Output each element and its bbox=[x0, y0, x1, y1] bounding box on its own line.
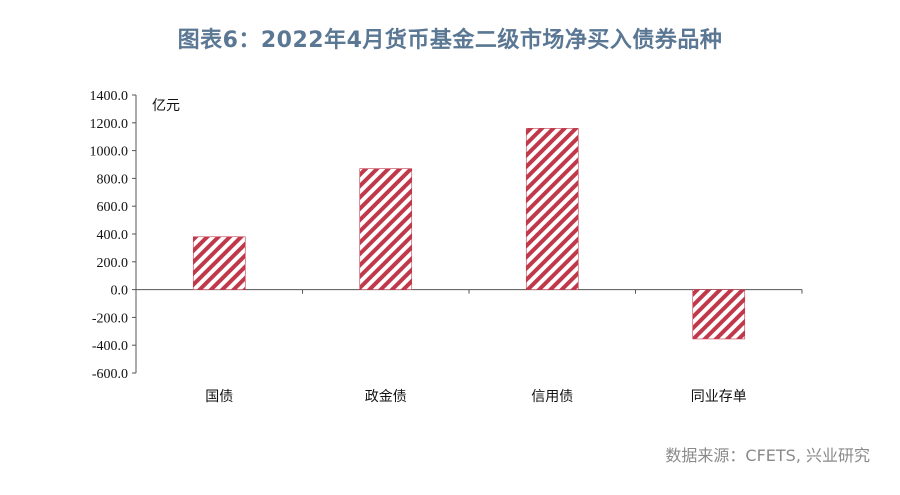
bar-outline bbox=[692, 289, 746, 340]
y-tick-label: 1200.0 bbox=[90, 117, 129, 132]
axis-labels: 1400.0 1200.0 1000.0 800.0 600.0 400.0 200.0 0.… bbox=[90, 89, 747, 405]
bar-outline bbox=[359, 168, 413, 290]
x-category-label: 信用债 bbox=[531, 389, 573, 405]
y-tick-label: -600.0 bbox=[92, 367, 128, 382]
y-tick-label: -200.0 bbox=[92, 311, 128, 326]
y-tick-label: 0.0 bbox=[111, 284, 129, 299]
y-tick-label: 1400.0 bbox=[90, 89, 129, 104]
bar-2 bbox=[359, 168, 412, 290]
bar-outline bbox=[192, 236, 246, 290]
y-tick-label: 200.0 bbox=[97, 256, 129, 271]
bar-4 bbox=[692, 289, 745, 339]
y-tick-label: 600.0 bbox=[97, 200, 129, 215]
y-tick-label: 1000.0 bbox=[90, 145, 129, 160]
data-source: 数据来源：CFETS, 兴业研究 bbox=[665, 446, 870, 465]
x-category-label: 同业存单 bbox=[691, 389, 747, 405]
x-category-label: 国债 bbox=[205, 389, 233, 405]
y-tick-label: 800.0 bbox=[97, 172, 129, 187]
chart-title: 图表6：2022年4月货币基金二级市场净买入债券品种 bbox=[177, 28, 723, 53]
bar-1 bbox=[193, 236, 246, 290]
y-unit-label: 亿元 bbox=[152, 98, 180, 114]
x-category-label: 政金债 bbox=[365, 389, 407, 405]
bar-outline bbox=[525, 128, 579, 290]
bars bbox=[192, 128, 746, 340]
axes bbox=[132, 94, 803, 374]
y-tick-label: 400.0 bbox=[97, 228, 129, 243]
y-tick-label: -400.0 bbox=[92, 339, 128, 354]
bar-3 bbox=[526, 128, 579, 290]
